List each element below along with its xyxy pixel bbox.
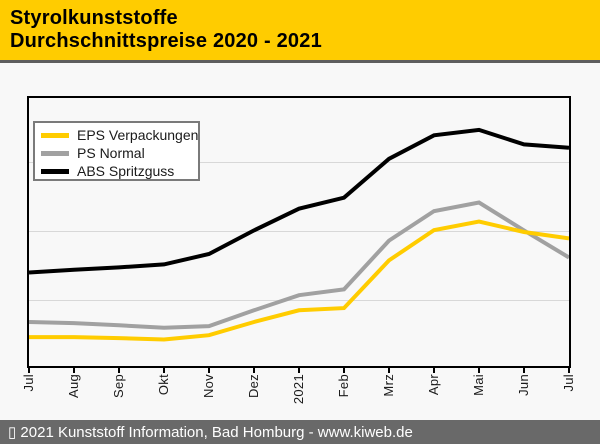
x-tick: [343, 368, 345, 373]
legend: EPS Verpackungen PS Normal ABS Spritzgus…: [33, 121, 200, 181]
abs-line-swatch: [41, 168, 69, 174]
gridline: [29, 231, 569, 232]
ps-line-swatch: [41, 150, 69, 156]
legend-label-abs: ABS Spritzguss: [77, 163, 175, 179]
x-axis-label: Dez: [246, 374, 261, 399]
x-tick: [433, 368, 435, 373]
x-tick: [568, 368, 570, 373]
x-tick: [73, 368, 75, 373]
x-axis-label: Jun: [516, 374, 531, 396]
x-tick: [523, 368, 525, 373]
legend-item-abs: ABS Spritzguss: [41, 162, 198, 180]
footer-bar: ▯ 2021 Kunststoff Information, Bad Hombu…: [0, 420, 600, 444]
chart-title-line1: Styrolkunststoffe: [10, 7, 178, 29]
x-axis-label: Okt: [156, 374, 171, 396]
x-axis-label: Apr: [426, 374, 441, 396]
x-axis-label: Mrz: [381, 374, 396, 397]
eps-line-swatch: [41, 132, 69, 138]
copyright-text: ▯ 2021 Kunststoff Information, Bad Hombu…: [8, 424, 413, 441]
x-tick: [298, 368, 300, 373]
x-tick: [28, 368, 30, 373]
chart-title-line2: Durchschnittspreise 2020 - 2021: [10, 30, 322, 52]
x-axis-label: Sep: [111, 374, 126, 399]
header-divider: [0, 60, 600, 63]
x-tick: [208, 368, 210, 373]
legend-label-ps: PS Normal: [77, 145, 145, 161]
series-line-abs-spritzguss: [29, 127, 569, 275]
legend-item-ps: PS Normal: [41, 144, 198, 162]
price-lines-chart: [29, 127, 569, 342]
series-line-eps-verpackungen: [29, 219, 569, 342]
x-axis-label: Jul: [21, 374, 36, 392]
x-axis-label: Mai: [471, 374, 486, 396]
x-tick: [478, 368, 480, 373]
series-line-ps-normal: [29, 200, 569, 330]
gridline: [29, 300, 569, 301]
x-tick: [118, 368, 120, 373]
x-axis-label: Aug: [66, 374, 81, 399]
x-tick: [253, 368, 255, 373]
gridline: [29, 162, 569, 163]
x-axis-label: Feb: [336, 374, 351, 398]
legend-label-eps: EPS Verpackungen: [77, 127, 199, 143]
chart-header: Styrolkunststoffe Durchschnittspreise 20…: [0, 0, 600, 60]
x-tick: [388, 368, 390, 373]
x-axis-label: Nov: [201, 374, 216, 399]
x-axis-label: 2021: [291, 374, 306, 405]
legend-item-eps: EPS Verpackungen: [41, 126, 198, 144]
x-tick: [163, 368, 165, 373]
x-axis-label: Jul: [561, 374, 576, 392]
